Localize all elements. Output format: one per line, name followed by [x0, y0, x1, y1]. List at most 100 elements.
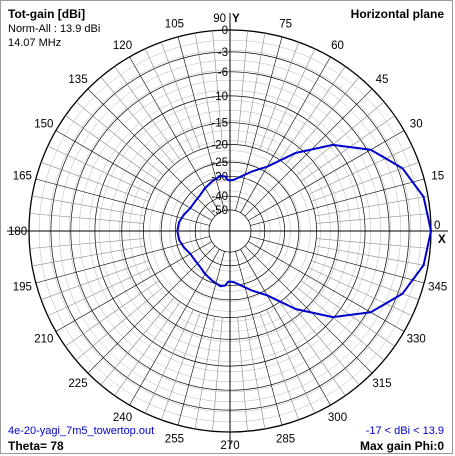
angle-label: 45 — [376, 74, 389, 86]
ring-labels: 0-3-6-10-15-20-25-30-40-50 — [211, 25, 228, 217]
major-spoke — [177, 251, 225, 426]
angle-label: 165 — [13, 170, 32, 182]
major-spoke — [129, 56, 220, 213]
gain-title: Tot-gain [dBi] — [8, 7, 86, 21]
axis-markers: Y X — [232, 13, 446, 246]
y-axis-marker: Y — [232, 13, 240, 25]
norm-info: Norm-All : 13.9 dBi — [8, 23, 101, 35]
angle-label: 255 — [165, 434, 184, 446]
minor-spoke — [296, 286, 385, 361]
ring-label: -20 — [211, 139, 228, 151]
minor-spoke — [285, 76, 360, 165]
major-spoke — [129, 249, 220, 406]
angle-label: 120 — [113, 40, 132, 52]
angle-label: 90 — [213, 13, 226, 25]
plane-label: Horizontal plane — [350, 7, 444, 21]
major-spoke — [240, 56, 331, 213]
gain-pattern-trace — [176, 143, 432, 319]
minor-spoke — [300, 115, 395, 182]
ring-label: -50 — [211, 205, 228, 217]
angle-label: 315 — [372, 378, 391, 390]
minor-spoke — [315, 195, 428, 217]
minor-spoke — [308, 145, 413, 195]
minor-spoke — [65, 280, 160, 347]
minor-spoke — [316, 238, 431, 249]
angle-label: 300 — [328, 412, 347, 424]
minor-spoke — [32, 245, 145, 267]
minor-spoke — [237, 317, 248, 432]
ring-label: -10 — [211, 91, 228, 103]
angle-label: 210 — [34, 334, 53, 346]
angle-label: 285 — [276, 434, 295, 446]
major-spoke — [35, 178, 210, 226]
range-label: -17 < dBi < 13.9 — [365, 425, 444, 437]
major-spoke — [250, 236, 425, 284]
major-spoke — [87, 245, 216, 374]
minor-spoke — [311, 260, 420, 300]
minor-spoke — [316, 213, 431, 224]
major-spoke — [244, 245, 373, 374]
minor-spoke — [194, 33, 216, 146]
minor-spoke — [29, 238, 144, 249]
minor-spoke — [259, 41, 299, 150]
angle-label: 225 — [68, 378, 87, 390]
minor-spoke — [237, 30, 248, 145]
angle-label: 0 — [434, 220, 440, 232]
minor-spoke — [161, 312, 201, 421]
grid-spokes — [7, 13, 448, 449]
major-spoke — [177, 36, 225, 211]
minor-spoke — [114, 66, 181, 161]
angle-label: 105 — [165, 18, 184, 30]
major-spoke — [55, 130, 212, 221]
minor-spoke — [285, 297, 360, 386]
minor-spoke — [244, 33, 266, 146]
minor-spoke — [311, 162, 420, 202]
minor-spoke — [296, 101, 385, 176]
major-spoke — [248, 130, 405, 221]
trace-layer — [176, 143, 432, 319]
angle-label: 240 — [113, 412, 132, 424]
minor-spoke — [266, 48, 316, 153]
ring-label: 0 — [222, 25, 228, 37]
ring-label: -25 — [211, 157, 228, 169]
minor-spoke — [300, 280, 395, 347]
angle-label: 60 — [331, 40, 344, 52]
major-spoke — [250, 178, 425, 226]
angle-label: 75 — [279, 18, 292, 30]
minor-spoke — [40, 260, 149, 300]
frequency-label: 14.07 MHz — [8, 37, 62, 49]
minor-spoke — [212, 317, 223, 432]
ring-label: -3 — [218, 47, 228, 59]
major-spoke — [244, 88, 373, 217]
minor-spoke — [47, 145, 152, 195]
minor-spoke — [244, 316, 266, 429]
minor-spoke — [266, 309, 316, 414]
angle-label: 195 — [13, 282, 32, 294]
minor-spoke — [279, 301, 346, 396]
minor-spoke — [212, 30, 223, 145]
ring-label: -6 — [218, 67, 228, 79]
minor-spoke — [75, 101, 164, 176]
minor-spoke — [40, 162, 149, 202]
angle-label: 180 — [8, 226, 27, 238]
major-spoke — [35, 236, 210, 284]
filename-label: 4e-20-yagi_7m5_towertop.out — [8, 425, 155, 437]
minor-spoke — [47, 267, 152, 317]
major-spoke — [248, 241, 405, 332]
minor-spoke — [100, 297, 175, 386]
minor-spoke — [308, 267, 413, 317]
angle-label: 345 — [428, 282, 447, 294]
ring-label: -15 — [211, 118, 228, 130]
minor-spoke — [259, 312, 299, 421]
angle-label: 30 — [410, 119, 423, 131]
minor-spoke — [75, 286, 164, 361]
angle-label: 330 — [407, 334, 426, 346]
major-spoke — [87, 88, 216, 217]
minor-spoke — [100, 76, 175, 165]
angle-label: 135 — [68, 74, 87, 86]
minor-spoke — [144, 309, 194, 414]
major-spoke — [235, 36, 283, 211]
major-spoke — [240, 249, 331, 406]
